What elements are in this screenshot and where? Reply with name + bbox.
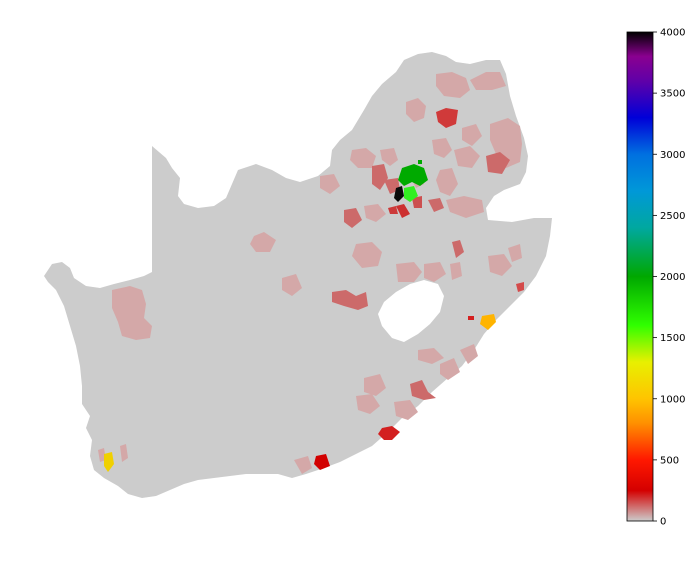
high-red-municipalities	[314, 108, 524, 470]
municipality-region	[364, 374, 386, 396]
municipality-region	[460, 344, 478, 364]
municipality-region	[468, 316, 474, 320]
municipality-region	[454, 146, 480, 168]
municipality-region	[406, 98, 426, 122]
colorbar-gradient	[626, 31, 654, 522]
municipality-region	[432, 138, 452, 158]
yellow-orange-municipalities	[104, 314, 496, 472]
municipality-region	[320, 174, 340, 194]
municipality-region	[412, 196, 422, 208]
municipality-region	[104, 452, 114, 472]
municipality-region	[418, 348, 444, 364]
municipality-region	[440, 358, 460, 380]
colorbar-tick-label: 500	[660, 455, 679, 466]
municipality-region	[396, 262, 422, 282]
colorbar-tick-label: 3500	[660, 89, 685, 100]
colorbar-tick-label: 2000	[660, 272, 685, 283]
south-africa-land	[44, 52, 552, 498]
municipality-region	[294, 456, 312, 474]
municipality-region	[356, 394, 380, 414]
municipality-region	[250, 232, 276, 252]
municipality-region	[394, 186, 404, 202]
municipality-region	[378, 426, 400, 440]
municipality-region	[470, 72, 506, 90]
low-value-municipalities	[98, 72, 522, 474]
municipality-region	[282, 274, 302, 296]
mid-value-municipalities	[332, 152, 510, 400]
colorbar: 4000 3500 3000 2500 2000 1500 1000 500 0	[626, 28, 685, 528]
municipality-region	[418, 160, 422, 164]
municipality-region	[332, 290, 368, 310]
colorbar-ticks: 4000 3500 3000 2500 2000 1500 1000 500 0	[653, 28, 685, 528]
municipality-region	[364, 204, 386, 222]
colorbar-tick-label: 4000	[660, 28, 685, 39]
lesotho	[378, 280, 444, 342]
municipality-region	[436, 168, 458, 196]
municipality-region	[396, 204, 410, 218]
municipality-region	[350, 148, 376, 168]
municipality-region	[344, 208, 362, 228]
colorbar-tick-label: 2500	[660, 211, 685, 222]
municipality-region	[450, 262, 462, 280]
municipality-region	[388, 206, 398, 214]
municipality-region	[112, 286, 152, 340]
municipality-region	[314, 454, 330, 470]
municipality-region	[446, 196, 484, 218]
municipality-region	[462, 124, 482, 146]
green-municipalities	[398, 160, 428, 202]
municipality-region	[436, 72, 470, 98]
municipality-region	[120, 444, 128, 462]
municipality-region	[436, 108, 458, 128]
municipality-region	[394, 400, 418, 420]
municipality-region	[516, 282, 524, 292]
municipality-region	[424, 262, 446, 282]
municipality-region	[508, 244, 522, 262]
municipality-region	[380, 148, 398, 166]
municipality-region	[452, 240, 464, 258]
colorbar-tick-label: 3000	[660, 150, 685, 161]
municipality-region	[480, 314, 496, 330]
municipality-region	[428, 198, 444, 212]
municipality-region	[488, 254, 512, 276]
municipality-region	[486, 152, 510, 174]
colorbar-tick-label: 1000	[660, 394, 685, 405]
colorbar-tick-label: 1500	[660, 333, 685, 344]
municipality-region	[372, 164, 388, 190]
municipality-region	[352, 242, 382, 268]
municipality-region	[398, 164, 428, 186]
municipality-region	[404, 186, 418, 202]
municipality-region	[410, 380, 436, 400]
colorbar-tick-label: 0	[660, 517, 666, 528]
